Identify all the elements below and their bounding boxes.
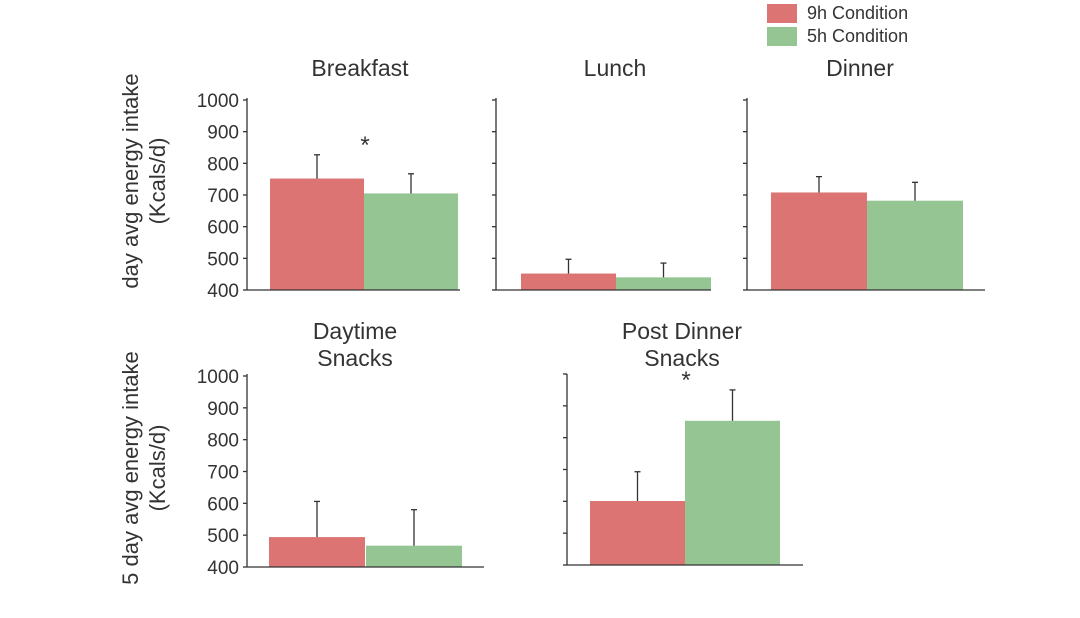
y-tick-label-breakfast-700: 700 <box>207 186 239 207</box>
y-tick-label-daytime-snacks-400: 400 <box>207 558 239 579</box>
bar-post-dinner-snacks-5h <box>685 420 780 565</box>
bar-daytime-snacks-5h <box>366 545 462 567</box>
y-tick-label-daytime-snacks-1000: 1000 <box>197 367 239 388</box>
legend-item-9h: 9h Condition <box>767 2 908 25</box>
y-tick-label-breakfast-600: 600 <box>207 218 239 239</box>
y-axis-label-top: day avg energy intake (Kcals/d) <box>117 31 171 331</box>
figure: 400 500 600 700 800 900 1000 * 400 500 600 700 800 90… <box>117 2 985 585</box>
bar-dinner-9h <box>771 192 867 290</box>
y-tick-label-daytime-snacks-700: 700 <box>207 463 239 484</box>
y-axis-label-bottom-line1: 5 day avg energy intake <box>118 351 143 585</box>
bar-dinner-5h <box>867 200 963 290</box>
y-tick-label-breakfast-400: 400 <box>207 281 239 302</box>
panel-title-breakfast: Breakfast <box>311 55 409 81</box>
legend-item-5h: 5h Condition <box>767 25 908 48</box>
panel-title-post-dinner-snacks: Post Dinner Snacks <box>621 318 743 371</box>
legend-swatch-5h <box>767 27 797 46</box>
bar-daytime-snacks-9h <box>269 537 365 567</box>
bar-breakfast-5h <box>364 193 458 290</box>
y-tick-label-daytime-snacks-500: 500 <box>207 526 239 547</box>
significance-marker-post-dinner-snacks: * <box>681 367 690 394</box>
y-axis-label-top-line2: (Kcals/d) <box>145 137 170 225</box>
y-tick-label-breakfast-500: 500 <box>207 249 239 270</box>
legend-label-5h: 5h Condition <box>807 26 909 46</box>
y-tick-label-breakfast-800: 800 <box>207 154 239 175</box>
panel-title-daytime-snacks: Daytime Snacks <box>312 318 398 371</box>
bar-post-dinner-snacks-9h <box>590 501 685 565</box>
legend-swatch-9h <box>767 4 797 23</box>
y-axis-label-bottom-line2: (Kcals/d) <box>145 424 170 512</box>
y-tick-label-daytime-snacks-600: 600 <box>207 494 239 515</box>
y-tick-label-breakfast-1000: 1000 <box>197 91 239 112</box>
y-tick-label-daytime-snacks-800: 800 <box>207 431 239 452</box>
bar-breakfast-9h <box>270 178 364 290</box>
bar-lunch-9h <box>521 273 616 290</box>
bar-lunch-5h <box>616 277 711 290</box>
chart-svg: 400 500 600 700 800 900 1000 * 400 500 600 700 800 90… <box>197 91 985 579</box>
significance-marker-breakfast: * <box>360 132 369 159</box>
y-tick-label-breakfast-900: 900 <box>207 123 239 144</box>
y-axis-label-bottom: 5 day avg energy intake (Kcals/d) <box>117 318 171 618</box>
legend: 9h Condition 5h Condition <box>767 2 908 48</box>
panel-title-lunch: Lunch <box>583 55 647 81</box>
panel-title-dinner: Dinner <box>826 55 894 81</box>
y-axis-label-top-line1: day avg energy intake <box>118 73 143 289</box>
y-tick-label-daytime-snacks-900: 900 <box>207 399 239 420</box>
legend-label-9h: 9h Condition <box>807 3 909 23</box>
